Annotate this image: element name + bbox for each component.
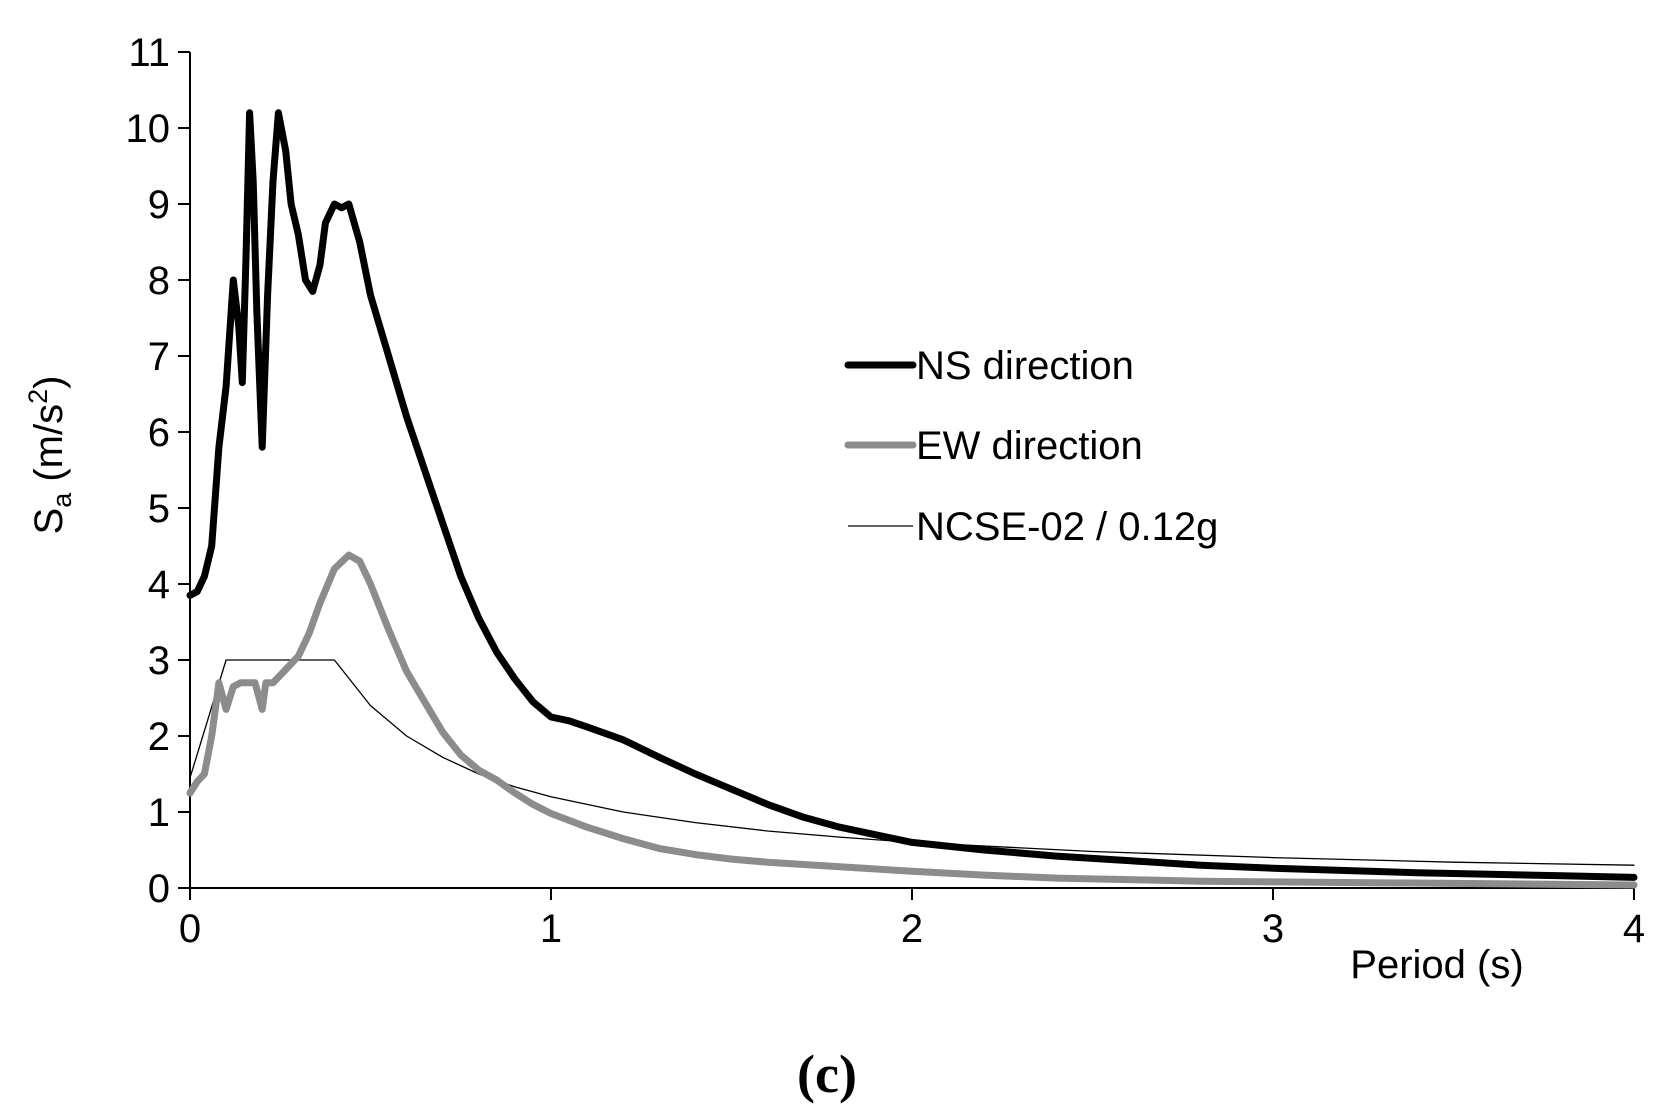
legend-label-ns: NS direction <box>916 344 1134 388</box>
y-axis-title-unit-close: ) <box>27 376 71 389</box>
x-tick-label: 0 <box>179 907 201 951</box>
axes: 0 1 2 3 4 5 6 7 8 9 10 11 0 1 2 3 4 <box>126 31 1646 951</box>
y-tick-label: 7 <box>148 335 170 379</box>
x-tick-label: 1 <box>540 907 562 951</box>
y-axis-title-superscript: 2 <box>23 389 53 404</box>
x-tick-label: 4 <box>1623 907 1645 951</box>
x-tick-label: 2 <box>901 907 923 951</box>
x-tick-label: 3 <box>1262 907 1284 951</box>
y-axis-title: Sa (m/s2) <box>23 376 77 535</box>
y-axis-title-subscript: a <box>47 492 77 508</box>
panel-label: (c) <box>797 1044 857 1104</box>
series-ns-direction <box>186 109 1638 881</box>
x-axis-title: Period (s) <box>1350 943 1523 987</box>
y-tick-label: 0 <box>148 867 170 911</box>
y-axis-title-unit: (m/s <box>27 404 71 493</box>
y-tick-label: 1 <box>148 791 170 835</box>
y-tick-label: 2 <box>148 715 170 759</box>
y-tick-label: 8 <box>148 259 170 303</box>
y-ticks: 0 1 2 3 4 5 6 7 8 9 10 11 <box>126 31 190 911</box>
y-tick-label: 4 <box>148 563 170 607</box>
y-tick-label: 9 <box>148 183 170 227</box>
series-ew-direction <box>186 551 1638 889</box>
legend: NS direction EW direction NCSE-02 / 0.12… <box>844 344 1218 549</box>
y-axis-title-base: S <box>27 508 71 535</box>
y-tick-label: 3 <box>148 639 170 683</box>
y-tick-label: 6 <box>148 411 170 455</box>
legend-label-ew: EW direction <box>916 424 1143 468</box>
series-ncse-02 <box>189 659 1635 866</box>
legend-label-ncse: NCSE-02 / 0.12g <box>916 505 1218 549</box>
y-tick-label: 5 <box>148 487 170 531</box>
y-tick-label: 10 <box>126 107 171 151</box>
y-tick-label: 11 <box>128 31 170 75</box>
series-layer <box>186 109 1638 889</box>
x-ticks: 0 1 2 3 4 <box>179 888 1645 951</box>
